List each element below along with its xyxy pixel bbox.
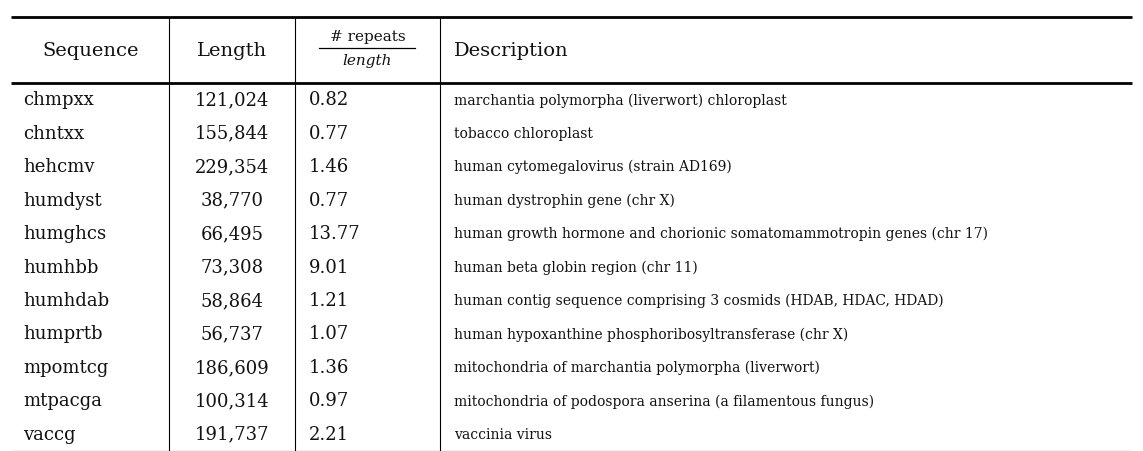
Text: human growth hormone and chorionic somatomammotropin genes (chr 17): human growth hormone and chorionic somat… [454, 226, 988, 241]
Text: marchantia polymorpha (liverwort) chloroplast: marchantia polymorpha (liverwort) chloro… [454, 93, 786, 107]
Text: 58,864: 58,864 [200, 291, 264, 309]
Text: mitochondria of podospora anserina (a filamentous fungus): mitochondria of podospora anserina (a fi… [454, 393, 874, 408]
Text: humhbb: humhbb [23, 258, 98, 276]
Text: mitochondria of marchantia polymorpha (liverwort): mitochondria of marchantia polymorpha (l… [454, 360, 820, 374]
Text: hehcmv: hehcmv [23, 158, 95, 176]
Text: Sequence: Sequence [42, 42, 138, 60]
Text: chmpxx: chmpxx [23, 91, 94, 109]
Text: 0.77: 0.77 [309, 191, 349, 209]
Text: mpomtcg: mpomtcg [23, 358, 109, 376]
Text: human cytomegalovirus (strain AD169): human cytomegalovirus (strain AD169) [454, 160, 732, 174]
Text: length: length [343, 54, 392, 68]
Text: 186,609: 186,609 [194, 358, 270, 376]
Text: 229,354: 229,354 [195, 158, 269, 176]
Text: 155,844: 155,844 [195, 124, 269, 143]
Text: vaccinia virus: vaccinia virus [454, 427, 552, 441]
Text: Description: Description [454, 42, 568, 60]
Text: 1.21: 1.21 [309, 291, 349, 309]
Text: 2.21: 2.21 [309, 425, 349, 443]
Text: 1.07: 1.07 [309, 325, 349, 343]
Text: 121,024: 121,024 [194, 91, 270, 109]
Text: 38,770: 38,770 [200, 191, 264, 209]
Text: 1.36: 1.36 [309, 358, 349, 376]
Text: tobacco chloroplast: tobacco chloroplast [454, 127, 593, 140]
Text: # repeats: # repeats [329, 30, 406, 44]
Text: vaccg: vaccg [23, 425, 75, 443]
Text: 0.97: 0.97 [309, 391, 349, 410]
Text: 100,314: 100,314 [194, 391, 270, 410]
Text: human beta globin region (chr 11): human beta globin region (chr 11) [454, 260, 697, 274]
Text: 0.82: 0.82 [309, 91, 349, 109]
Text: 66,495: 66,495 [200, 225, 264, 243]
Text: 1.46: 1.46 [309, 158, 349, 176]
Text: humhdab: humhdab [23, 291, 109, 309]
Text: 56,737: 56,737 [200, 325, 264, 343]
Text: human contig sequence comprising 3 cosmids (HDAB, HDAC, HDAD): human contig sequence comprising 3 cosmi… [454, 293, 943, 308]
Text: 73,308: 73,308 [200, 258, 264, 276]
Text: 0.77: 0.77 [309, 124, 349, 143]
Text: 191,737: 191,737 [194, 425, 270, 443]
Text: Length: Length [197, 42, 267, 60]
Text: humprtb: humprtb [23, 325, 103, 343]
Text: human hypoxanthine phosphoribosyltransferase (chr X): human hypoxanthine phosphoribosyltransfe… [454, 327, 848, 341]
Text: mtpacga: mtpacga [23, 391, 102, 410]
Text: humghcs: humghcs [23, 225, 106, 243]
Text: humdyst: humdyst [23, 191, 102, 209]
Text: chntxx: chntxx [23, 124, 83, 143]
Text: 13.77: 13.77 [309, 225, 360, 243]
Text: 9.01: 9.01 [309, 258, 349, 276]
Text: human dystrophin gene (chr X): human dystrophin gene (chr X) [454, 193, 674, 207]
